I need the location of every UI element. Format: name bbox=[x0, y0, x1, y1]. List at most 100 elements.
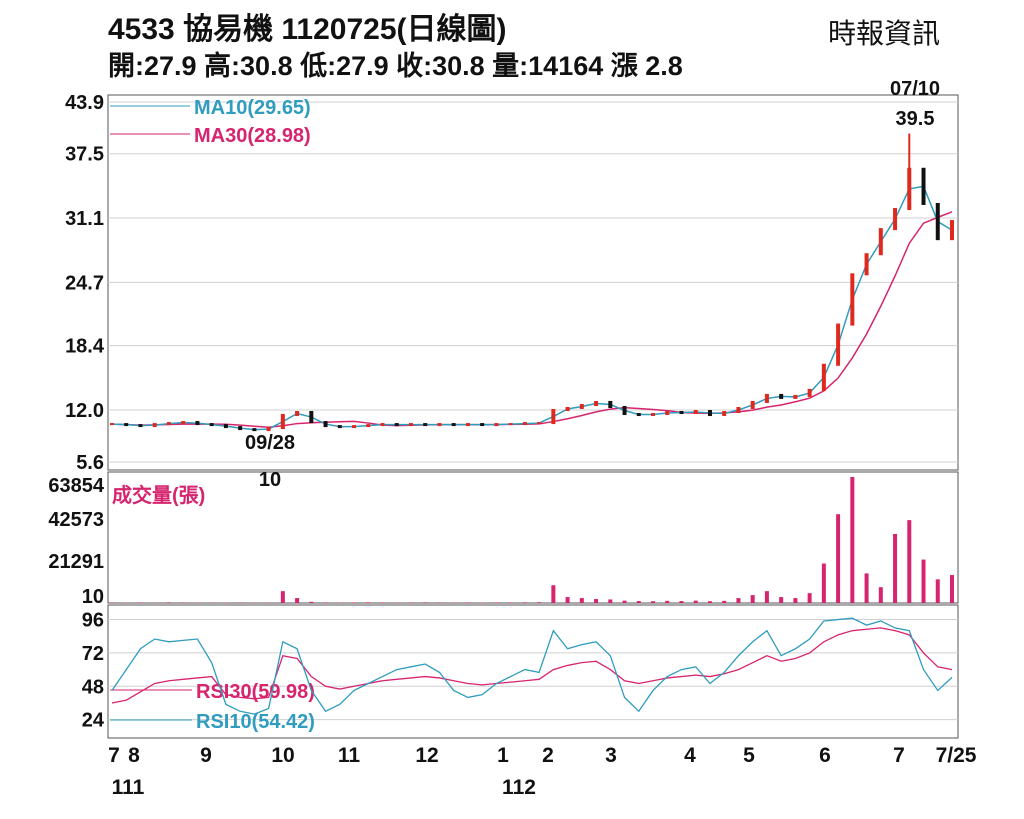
candle bbox=[764, 393, 769, 403]
annotation-high-value: 39.5 bbox=[896, 108, 935, 130]
volume-bar bbox=[850, 477, 855, 603]
volume-bar bbox=[679, 601, 684, 603]
volume-bar bbox=[323, 602, 328, 603]
annotation-low-value: 10 bbox=[259, 469, 281, 491]
volume-tick-label: 42573 bbox=[48, 509, 104, 531]
price-tick-label: 37.5 bbox=[65, 144, 104, 166]
volume-bar bbox=[423, 602, 428, 603]
panel-frame bbox=[107, 471, 959, 604]
candle bbox=[195, 421, 200, 426]
x-tick-label: 7/25 bbox=[936, 744, 977, 767]
candle bbox=[223, 424, 228, 429]
candle bbox=[423, 423, 428, 427]
volume-bar bbox=[494, 602, 499, 603]
candle bbox=[238, 426, 243, 431]
volume-bar bbox=[352, 602, 357, 603]
x-tick-label: 2 bbox=[542, 744, 554, 767]
volume-tick-label: 10 bbox=[82, 586, 104, 608]
annotation-low-date: 09/28 bbox=[245, 432, 295, 454]
candle bbox=[124, 423, 129, 427]
x-tick-label: 7 bbox=[108, 744, 120, 767]
volume-bar bbox=[551, 585, 556, 603]
volume-bar bbox=[764, 591, 769, 603]
x-tick-label: 7 bbox=[893, 744, 905, 767]
candle bbox=[494, 423, 499, 427]
volume-bar bbox=[110, 602, 114, 603]
volume-bar bbox=[408, 602, 413, 603]
volume-bar bbox=[579, 598, 584, 603]
rsi30-line bbox=[111, 627, 953, 704]
volume-bar bbox=[707, 601, 712, 603]
volume-tick-label: 63854 bbox=[48, 475, 104, 497]
panel-frame bbox=[107, 604, 959, 739]
volume-bar bbox=[594, 599, 599, 603]
volume-bar bbox=[138, 602, 143, 603]
candle bbox=[337, 425, 342, 429]
volume-bar bbox=[366, 602, 371, 603]
candle bbox=[893, 208, 898, 231]
rsi-tick-label: 24 bbox=[82, 710, 105, 732]
candle bbox=[366, 424, 371, 428]
candle bbox=[622, 405, 627, 416]
candle bbox=[935, 202, 940, 241]
candle bbox=[594, 400, 599, 406]
candle bbox=[266, 427, 271, 432]
volume-bar bbox=[878, 587, 883, 603]
price-tick-label: 24.7 bbox=[65, 272, 104, 294]
candle bbox=[309, 411, 314, 424]
x-year-label: 111 bbox=[112, 776, 145, 799]
candle bbox=[480, 423, 485, 427]
price-tick-label: 12.0 bbox=[65, 400, 104, 422]
candle bbox=[878, 228, 883, 256]
x-tick-label: 9 bbox=[200, 744, 212, 767]
volume-bar bbox=[437, 602, 442, 603]
candle bbox=[679, 411, 684, 415]
volume-bar bbox=[935, 579, 940, 603]
candle bbox=[352, 425, 357, 429]
volume-bar bbox=[779, 597, 784, 603]
candle bbox=[280, 414, 285, 430]
candle bbox=[380, 423, 385, 427]
volume-bar bbox=[836, 514, 841, 603]
candle bbox=[665, 411, 670, 416]
x-tick-label: 1 bbox=[497, 744, 509, 767]
volume-bar bbox=[295, 598, 300, 603]
ma10-line bbox=[111, 185, 953, 431]
chart-title: 4533 協易機 1120725(日線圖) bbox=[108, 13, 507, 46]
x-year-label: 112 bbox=[502, 776, 536, 799]
candle bbox=[110, 423, 114, 426]
candle bbox=[850, 273, 855, 326]
rsi-tick-label: 72 bbox=[82, 643, 104, 665]
volume-bar bbox=[950, 575, 954, 603]
volume-bar bbox=[608, 599, 613, 603]
candle bbox=[295, 411, 300, 417]
candle bbox=[636, 413, 641, 417]
legend-rsi30: RSI30(59.98) bbox=[196, 681, 315, 703]
candle bbox=[707, 410, 712, 417]
volume-tick-label: 21291 bbox=[48, 551, 104, 573]
volume-bar bbox=[750, 595, 755, 603]
x-tick-label: 3 bbox=[605, 744, 617, 767]
candle bbox=[252, 428, 257, 432]
candle bbox=[921, 167, 926, 205]
volume-bar bbox=[166, 602, 171, 603]
volume-bar bbox=[821, 563, 826, 603]
candle bbox=[608, 400, 613, 408]
candle bbox=[152, 423, 157, 428]
legend-ma30: MA30(28.98) bbox=[194, 125, 311, 147]
price-tick-label: 5.6 bbox=[76, 452, 104, 474]
source-label: 時報資訊 bbox=[828, 18, 941, 49]
volume-bar bbox=[181, 602, 186, 603]
candle bbox=[408, 423, 413, 427]
volume-bar bbox=[665, 600, 670, 603]
ma30-line bbox=[111, 211, 953, 429]
volume-bar bbox=[693, 600, 698, 603]
candle bbox=[451, 423, 456, 427]
x-tick-label: 4 bbox=[684, 744, 696, 767]
candle bbox=[736, 406, 741, 414]
candle bbox=[537, 422, 542, 425]
candle bbox=[465, 423, 470, 427]
volume-bar bbox=[907, 520, 912, 603]
